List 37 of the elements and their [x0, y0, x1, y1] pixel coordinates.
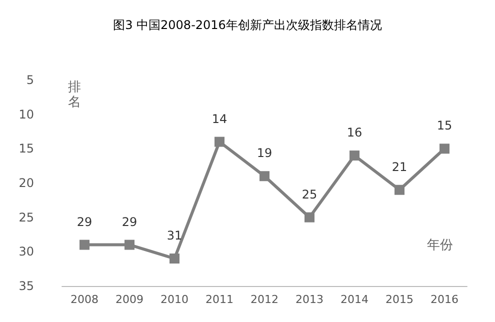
y-tick-label: 5 — [26, 73, 34, 87]
point — [394, 184, 404, 195]
x-tick-label: 2010 — [160, 293, 188, 306]
x-tick-label: 2013 — [296, 293, 324, 306]
point — [260, 171, 270, 182]
y-tick-label: 30 — [18, 244, 34, 259]
chart-title: 图3 中国2008-2016年创新产出次级指数排名情况 — [113, 18, 382, 32]
x-axis-title: 年份 — [427, 238, 453, 253]
data-label: 25 — [302, 187, 318, 202]
point — [80, 240, 90, 250]
y-tick-label: 20 — [18, 176, 34, 190]
data-label: 21 — [392, 160, 408, 174]
point — [440, 144, 450, 154]
y-tick-label: 10 — [18, 107, 34, 122]
data-label: 14 — [212, 112, 228, 126]
x-tick-label: 2012 — [250, 293, 278, 306]
point — [214, 136, 224, 147]
data-label: 15 — [436, 118, 452, 133]
data-label: 29 — [76, 214, 92, 229]
x-tick-label: 2014 — [340, 293, 368, 306]
point — [124, 240, 134, 250]
y-tick-label: 25 — [18, 210, 34, 224]
point — [170, 254, 180, 264]
data-label: 19 — [256, 146, 272, 160]
y-axis-title: 排名 — [68, 80, 81, 110]
y-tick-label: 35 — [18, 279, 34, 293]
x-tick-label: 2015 — [386, 293, 414, 306]
x-tick-label: 2011 — [206, 293, 234, 306]
data-label: 29 — [122, 214, 138, 229]
data-label: 31 — [166, 228, 182, 243]
y-tick-label: 15 — [18, 142, 34, 156]
point — [304, 212, 314, 222]
x-tick-label: 2008 — [70, 293, 98, 306]
point — [350, 150, 360, 161]
data-label: 16 — [346, 126, 362, 140]
x-tick-label: 2009 — [116, 293, 144, 306]
x-tick-label: 2016 — [430, 293, 458, 306]
